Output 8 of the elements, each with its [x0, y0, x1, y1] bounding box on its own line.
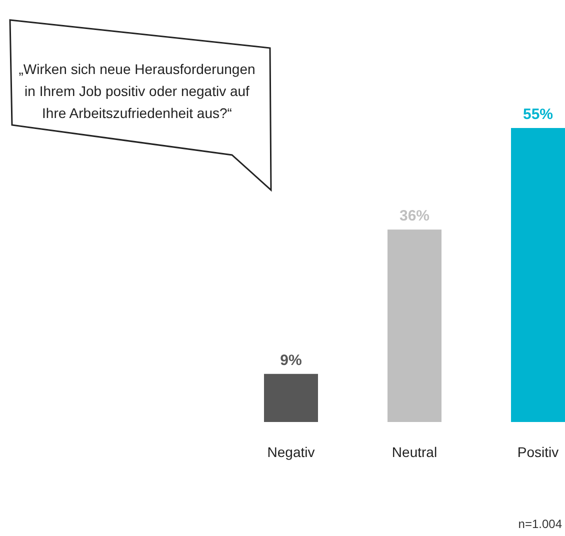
x-tick-label: Positiv	[517, 444, 559, 460]
data-label: 9%	[280, 352, 302, 369]
text: n=1.004	[518, 517, 562, 531]
chart-title: „Wirken sich neue Herausforderungen in Ihrem Job positiv oder negativ auf Ihre Arbeitszufriedenheit aus?“	[18, 61, 256, 121]
x-tick-label: Neutral	[392, 444, 438, 460]
x-tick-label: Negativ	[267, 444, 315, 460]
data-label: 55%	[522, 106, 554, 123]
data-label: 36%	[399, 208, 430, 225]
